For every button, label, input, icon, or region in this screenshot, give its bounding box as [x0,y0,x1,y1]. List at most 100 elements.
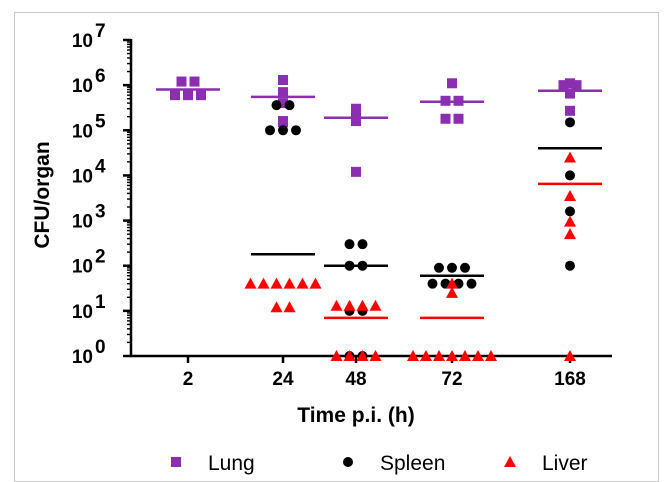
liver-point [283,301,296,313]
liver-point [270,301,283,313]
liver-point [343,299,356,311]
x-axis-title: Time p.i. (h) [297,404,414,427]
lung-point [351,103,361,114]
lung-point [278,74,288,85]
spleen-point [565,206,575,217]
x-tick-label: 24 [272,369,294,390]
lung-point [351,114,361,125]
lung-point [453,113,464,124]
y-tick-exponent: 5 [95,111,106,132]
y-tick-label: 10 [72,166,93,187]
x-tick-label: 48 [345,369,366,390]
liver-point [485,350,497,361]
spleen-point [427,278,438,289]
liver-point [356,299,369,311]
y-tick-exponent: 3 [95,202,106,223]
spleen-point [271,100,282,111]
y-tick-exponent: 0 [95,337,106,358]
spleen-point [565,117,575,128]
lung-point [189,76,200,87]
liver-point [356,350,369,361]
y-tick-exponent: 7 [95,21,106,42]
y-tick-exponent: 4 [95,156,106,177]
lung-point [558,80,569,91]
x-tick-label: 2 [183,369,194,390]
y-tick-label: 10 [72,31,93,52]
liver-point [343,350,356,361]
y-tick-label: 10 [72,302,93,323]
lung-point [196,90,206,101]
liver-point [446,286,458,298]
legend-label-lung: Lung [208,452,255,475]
spleen-point [565,260,575,271]
spleen-point [447,262,457,273]
liver-point [330,299,343,311]
spleen-point [434,262,444,273]
legend-marker-lung [171,457,181,467]
liver-point [369,299,382,311]
y-tick-exponent: 6 [95,66,106,87]
liver-point [420,350,432,361]
liver-point [446,350,458,361]
liver-point [369,350,382,361]
x-tick-label: 168 [554,369,586,390]
liver-point [459,350,471,361]
liver-point [296,277,309,289]
legend-label-spleen: Spleen [380,452,445,475]
liver-point [564,228,576,240]
lung-point [565,105,575,116]
liver-point [270,277,283,289]
data-marks [170,74,582,361]
legend-marker-liver [504,456,516,467]
x-axis: 2 24 48 72 168 [130,354,612,390]
legend-marker-spleen [343,457,353,467]
lung-point [565,78,575,89]
legend-label-liver: Liver [542,452,588,475]
liver-point [244,277,257,289]
liver-point [283,277,296,289]
liver-point [564,151,576,163]
liver-point [407,350,419,361]
spleen-point [565,170,575,181]
x-tick-label: 72 [441,369,462,390]
y-tick-label: 10 [72,347,93,368]
y-tick-exponent: 1 [95,292,106,313]
lung-point [571,80,582,91]
spleen-point [460,262,470,273]
y-tick-label: 10 [72,212,93,233]
liver-point [564,350,576,361]
spleen-point [466,278,477,289]
spleen-point [291,125,301,136]
y-tick-exponent: 2 [95,247,106,268]
y-tick-label: 10 [72,121,93,142]
liver-point [446,277,458,289]
spleen-point [278,125,288,136]
lung-point [351,166,361,177]
lung-point [278,98,288,109]
liver-point [309,277,322,289]
liver-point [257,277,270,289]
liver-point [564,215,576,227]
lung-point [278,87,288,98]
liver-point [433,350,445,361]
lung-point [440,113,451,124]
spleen-point [357,239,368,250]
mean-lines [156,88,602,320]
legend: Lung Spleen Liver [171,452,588,475]
lung-point [278,116,288,127]
lung-point [170,90,180,101]
y-tick-label: 10 [72,257,93,278]
liver-point [472,350,484,361]
lung-point [447,78,457,89]
spleen-point [344,239,355,250]
spleen-point [265,125,275,136]
lung-point [183,90,193,101]
liver-point [564,190,576,202]
liver-point [330,350,343,361]
lung-point [565,88,575,99]
spleen-point [284,100,295,111]
lung-point [176,76,187,87]
y-axis-title: CFU/organ [31,141,54,248]
